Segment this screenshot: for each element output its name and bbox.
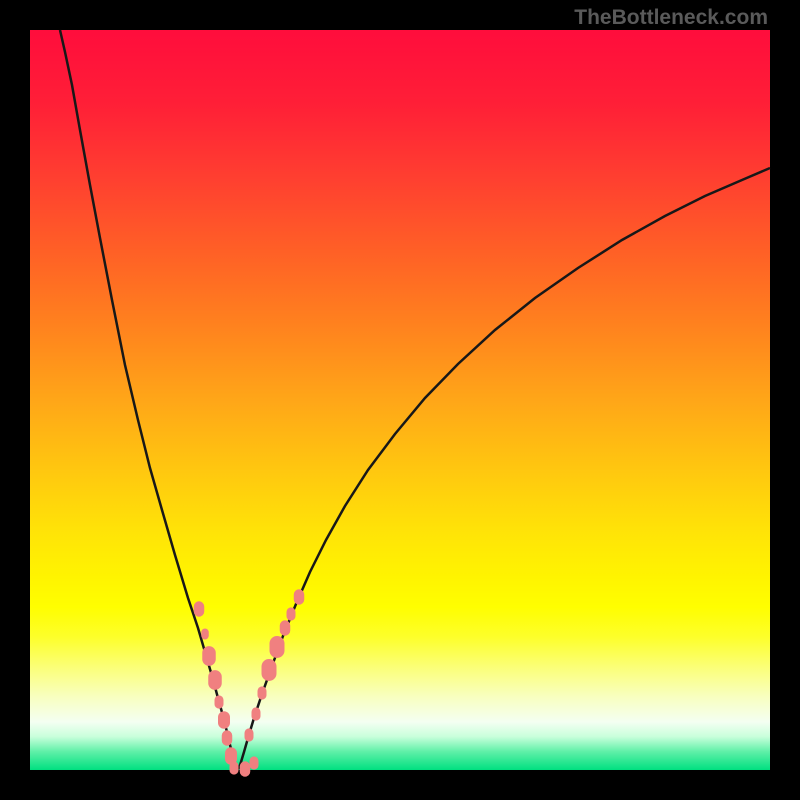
- data-marker: [250, 756, 259, 769]
- chart-svg: [0, 0, 800, 800]
- curve-right: [238, 168, 770, 769]
- data-marker: [194, 601, 205, 616]
- data-marker: [280, 620, 291, 635]
- markers-group: [194, 589, 305, 776]
- data-marker: [208, 670, 222, 690]
- data-marker: [240, 761, 251, 776]
- watermark-text: TheBottleneck.com: [574, 6, 768, 30]
- data-marker: [222, 730, 233, 745]
- data-marker: [201, 629, 209, 640]
- data-marker: [262, 659, 277, 681]
- data-marker: [252, 707, 261, 720]
- data-marker: [202, 646, 216, 666]
- data-marker: [230, 761, 239, 774]
- data-marker: [245, 728, 254, 741]
- data-marker: [258, 686, 267, 699]
- data-marker: [270, 636, 285, 658]
- data-marker: [287, 607, 296, 620]
- data-marker: [215, 695, 224, 708]
- data-marker: [218, 711, 230, 729]
- data-marker: [294, 589, 305, 604]
